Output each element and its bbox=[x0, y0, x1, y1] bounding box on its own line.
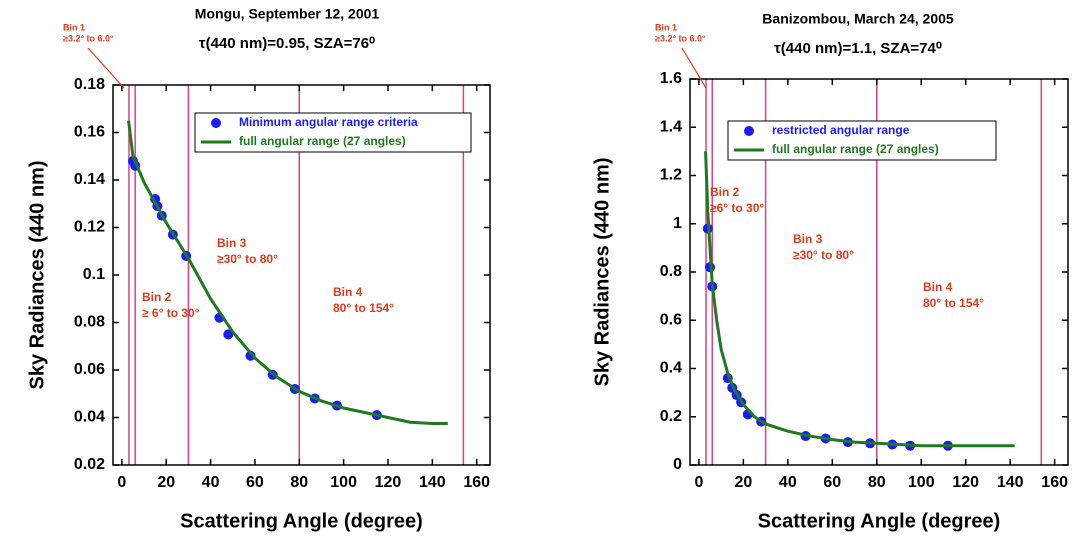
x-axis-label: Scattering Angle (degree) bbox=[758, 510, 1001, 532]
bin-range: 80° to 154° bbox=[333, 301, 394, 315]
x-tick-label: 80 bbox=[290, 474, 308, 491]
legend-swatch bbox=[211, 118, 221, 128]
legend-label: Minimum angular range criteria bbox=[239, 115, 418, 129]
chart-title: Banizombou, March 24, 2005 bbox=[762, 11, 954, 27]
y-tick-label: 1.2 bbox=[660, 167, 682, 184]
y-tick-label: 0.12 bbox=[74, 219, 105, 236]
bin-title: Bin 1 bbox=[655, 22, 677, 32]
x-tick-label: 120 bbox=[952, 474, 979, 491]
y-tick-label: 1.6 bbox=[660, 70, 682, 87]
x-tick-label: 0 bbox=[694, 474, 703, 491]
legend-label: restricted angular range bbox=[772, 123, 910, 137]
y-tick-label: 0.16 bbox=[74, 124, 105, 141]
bin-title: Bin 2 bbox=[710, 185, 740, 199]
x-tick-label: 0 bbox=[117, 474, 126, 491]
legend-box bbox=[194, 112, 472, 153]
y-tick-label: 1.4 bbox=[660, 118, 682, 135]
legend-swatch bbox=[744, 126, 754, 136]
bin-range: ≥3.2° to 6.0° bbox=[655, 33, 706, 43]
bin-title: Bin 2 bbox=[142, 290, 172, 304]
y-tick-label: 0.08 bbox=[74, 314, 105, 331]
y-tick-label: 0 bbox=[673, 456, 682, 473]
bin-title: Bin 3 bbox=[793, 232, 823, 246]
legend-label: full angular range (27 angles) bbox=[239, 134, 406, 148]
chart-subtitle: τ(440 nm)=1.1, SZA=74⁰ bbox=[774, 40, 942, 57]
bin-range: ≥6° to 30° bbox=[710, 201, 764, 215]
bin-title: Bin 4 bbox=[333, 285, 363, 299]
bin-range: ≥ 6° to 30° bbox=[142, 306, 200, 320]
x-axis-label: Scattering Angle (degree) bbox=[180, 510, 423, 532]
y-tick-label: 0.06 bbox=[74, 361, 105, 378]
y-tick-label: 0.2 bbox=[660, 408, 682, 425]
bin-title: Bin 1 bbox=[63, 22, 85, 32]
x-tick-label: 160 bbox=[463, 474, 490, 491]
x-tick-label: 140 bbox=[997, 474, 1024, 491]
x-tick-label: 160 bbox=[1041, 474, 1068, 491]
x-tick-label: 60 bbox=[823, 474, 841, 491]
legend-label: full angular range (27 angles) bbox=[772, 142, 939, 156]
bin-arrow bbox=[87, 47, 125, 89]
data-point bbox=[245, 350, 256, 361]
y-tick-label: 1 bbox=[673, 215, 682, 232]
y-tick-label: 0.1 bbox=[83, 266, 105, 283]
y-tick-label: 0.6 bbox=[660, 311, 682, 328]
data-point bbox=[223, 329, 234, 340]
x-tick-label: 80 bbox=[868, 474, 886, 491]
x-tick-label: 120 bbox=[375, 474, 402, 491]
bin-range: ≥3.2° to 6.0° bbox=[63, 33, 114, 43]
bin-range: 80° to 154° bbox=[923, 296, 984, 310]
x-tick-label: 20 bbox=[157, 474, 175, 491]
y-tick-label: 0.4 bbox=[660, 360, 682, 377]
bin-title: Bin 4 bbox=[923, 280, 953, 294]
x-tick-label: 60 bbox=[246, 474, 264, 491]
bin-range: ≥30° to 80° bbox=[793, 248, 854, 262]
y-tick-label: 0.02 bbox=[74, 456, 105, 473]
y-tick-label: 0.04 bbox=[74, 409, 105, 426]
series-line bbox=[704, 151, 1015, 448]
y-tick-label: 0.18 bbox=[74, 76, 105, 93]
legend-box bbox=[727, 120, 997, 161]
series-line bbox=[127, 120, 448, 425]
x-tick-label: 140 bbox=[419, 474, 446, 491]
y-axis-label: Sky Radiances (440 nm) bbox=[26, 161, 48, 390]
chart-title: Mongu, September 12, 2001 bbox=[195, 6, 380, 22]
x-tick-label: 40 bbox=[202, 474, 220, 491]
bin-arrow bbox=[681, 47, 707, 89]
x-tick-label: 100 bbox=[330, 474, 357, 491]
x-tick-label: 20 bbox=[734, 474, 752, 491]
x-tick-label: 40 bbox=[779, 474, 797, 491]
y-axis-label: Sky Radiances (440 nm) bbox=[591, 158, 613, 387]
bin-range: ≥30° to 80° bbox=[217, 252, 278, 266]
y-tick-label: 0.14 bbox=[74, 171, 105, 188]
x-tick-label: 100 bbox=[908, 474, 935, 491]
chart-subtitle: τ(440 nm)=0.95, SZA=76⁰ bbox=[199, 35, 375, 52]
y-tick-label: 0.8 bbox=[660, 263, 682, 280]
bin-title: Bin 3 bbox=[217, 236, 247, 250]
